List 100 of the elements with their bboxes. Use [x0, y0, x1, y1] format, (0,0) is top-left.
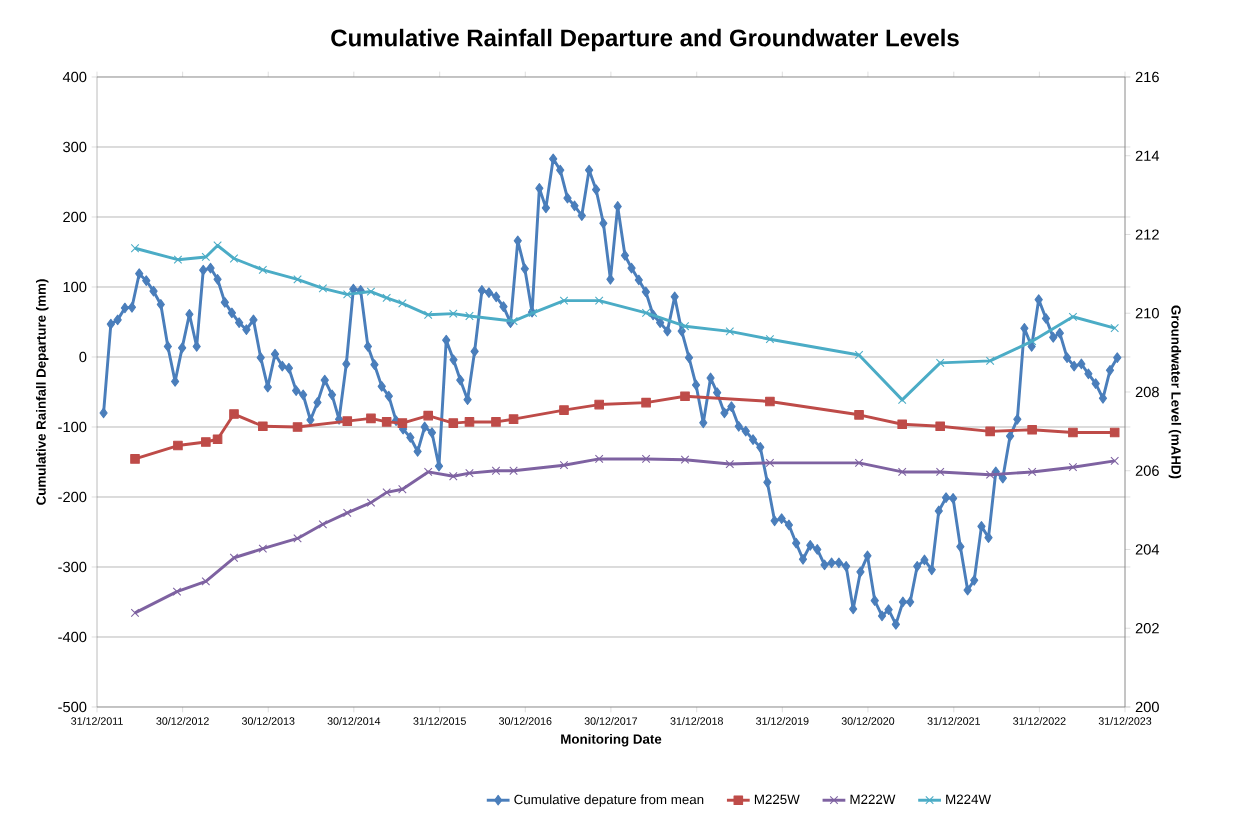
y-tick-label: 0: [79, 351, 87, 363]
point: [258, 421, 268, 432]
y2-tick-label: 202: [1135, 623, 1159, 634]
point: [318, 284, 328, 293]
point: [366, 498, 376, 507]
point: [725, 459, 735, 469]
point: [212, 434, 223, 445]
point: [491, 417, 501, 427]
y-tick-label: 200: [63, 211, 87, 223]
point: [641, 397, 651, 408]
point: [130, 454, 140, 464]
y2-tick-label: 204: [1135, 544, 1160, 555]
x-tick-label: 30/12/2020: [841, 717, 895, 725]
y2-tick-label: 206: [1135, 465, 1159, 476]
point: [173, 440, 183, 451]
point: [1109, 427, 1120, 438]
point: [423, 410, 433, 421]
x-tick-label: 31/12/2019: [756, 717, 809, 725]
point: [130, 243, 140, 253]
y-tick-label: -200: [58, 491, 87, 503]
point: [293, 275, 302, 284]
point: [1068, 427, 1078, 438]
point: [854, 458, 864, 468]
point: [559, 460, 569, 470]
point: [765, 396, 775, 407]
y2-tick-label: 214: [1135, 150, 1160, 161]
point: [448, 418, 459, 428]
point: [229, 409, 239, 419]
point: [508, 414, 519, 424]
point: [765, 334, 775, 344]
point: [725, 327, 735, 336]
point: [172, 587, 182, 596]
point: [465, 311, 474, 321]
chart-title: Cumulative Rainfall Departure and Groundwater Levels: [331, 28, 959, 52]
y-tick-label: -100: [58, 421, 87, 433]
point: [342, 416, 353, 426]
point: [641, 308, 651, 318]
y2-tick-label: 208: [1135, 386, 1159, 398]
point: [1027, 467, 1037, 477]
point: [1110, 456, 1119, 466]
y-tick-label: -400: [58, 631, 87, 643]
point: [423, 467, 433, 477]
point: [641, 454, 651, 464]
x-tick-label: 30/12/2016: [498, 717, 552, 725]
point: [594, 454, 604, 464]
point: [258, 544, 268, 554]
x-tick-label: 30/12/2012: [156, 717, 209, 725]
point: [448, 471, 458, 481]
point: [1027, 424, 1037, 435]
point: [897, 419, 907, 430]
point: [680, 321, 690, 331]
point: [854, 350, 864, 360]
y-axis-title: Cumulative Rainfall Departure (mm): [36, 279, 49, 505]
legend-label: Cumulative depature from mean: [514, 794, 704, 807]
y-tick-label: -300: [58, 561, 87, 573]
point: [229, 553, 239, 563]
x-tick-label: 31/12/2022: [1013, 717, 1066, 725]
point: [293, 534, 302, 543]
point: [897, 467, 907, 477]
point: [229, 254, 239, 263]
point: [491, 466, 501, 476]
point: [559, 296, 569, 305]
point: [680, 391, 690, 402]
x-tick-label: 30/12/2017: [584, 717, 638, 725]
point: [382, 293, 391, 303]
point: [594, 296, 604, 305]
point: [292, 422, 303, 432]
y-tick-label: 100: [63, 281, 87, 293]
y-tick-label: 300: [63, 141, 87, 153]
point: [366, 287, 376, 296]
x-tick-label: 31/12/2023: [1098, 717, 1152, 725]
point: [423, 310, 433, 320]
point: [173, 255, 183, 264]
point: [1110, 323, 1119, 333]
y2-tick-label: 216: [1135, 71, 1159, 83]
point: [201, 437, 211, 447]
y-tick-label: -500: [58, 701, 87, 713]
point: [985, 426, 995, 437]
point: [465, 468, 474, 478]
y2-axis-title: Groundwater Level (mAHD): [1168, 305, 1182, 479]
legend-label: M224W: [946, 794, 991, 804]
point: [1068, 312, 1078, 322]
legend-label: M225W: [754, 794, 800, 804]
y2-tick-label: 210: [1135, 308, 1159, 319]
point: [985, 356, 995, 366]
x-tick-label: 31/12/2011: [71, 717, 123, 725]
point: [594, 399, 604, 410]
point: [342, 290, 352, 299]
point: [398, 299, 407, 308]
point: [854, 410, 864, 420]
legend-label: M222W: [850, 794, 896, 804]
point: [935, 421, 945, 432]
point: [381, 417, 392, 427]
x-axis-title: Monitoring Date: [561, 734, 662, 747]
point: [382, 488, 391, 497]
point: [366, 413, 376, 424]
point: [1027, 336, 1037, 346]
x-tick-label: 31/12/2021: [927, 717, 980, 725]
point: [130, 608, 140, 618]
point: [398, 484, 407, 494]
